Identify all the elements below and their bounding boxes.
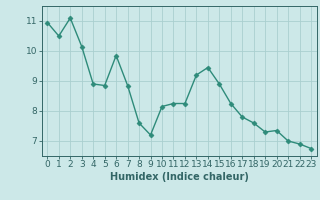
X-axis label: Humidex (Indice chaleur): Humidex (Indice chaleur) [110,172,249,182]
